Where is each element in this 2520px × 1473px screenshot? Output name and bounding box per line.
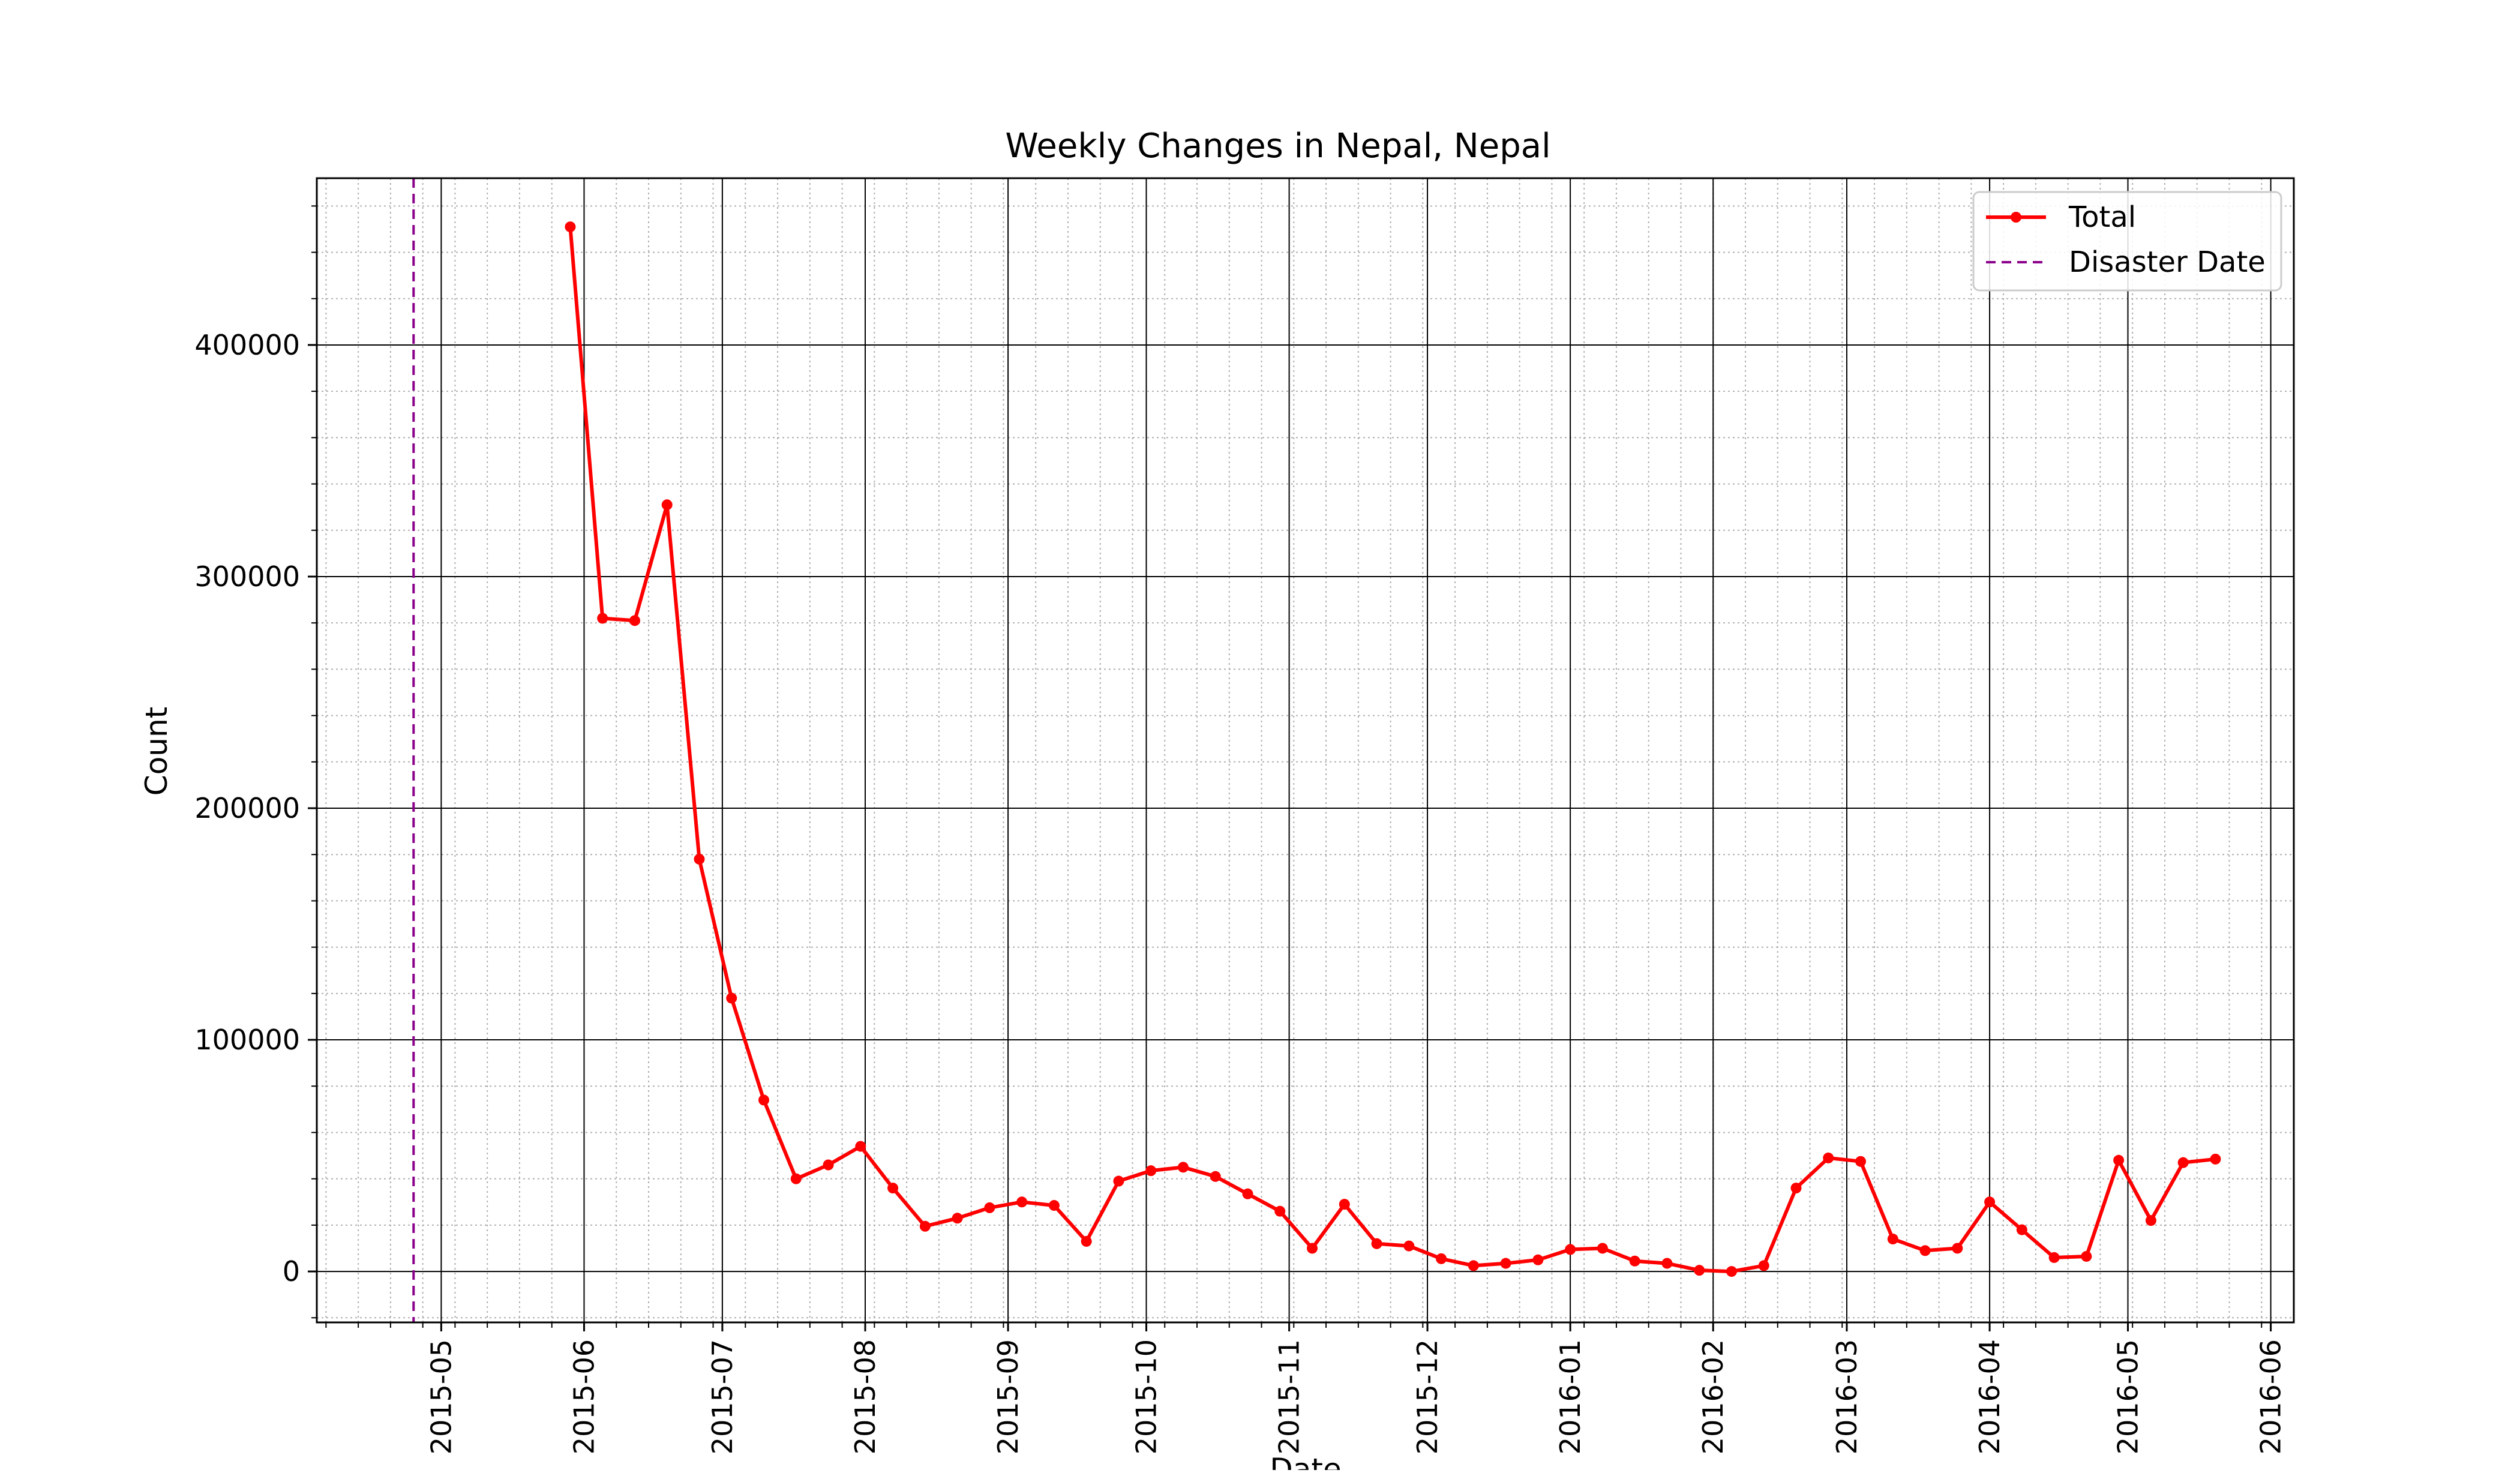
data-point (1081, 1235, 1092, 1247)
x-tick-label: 2016-01 (1554, 1339, 1586, 1454)
x-tick-label: 2016-03 (1831, 1339, 1863, 1454)
x-tick-label: 2016-05 (2111, 1339, 2144, 1454)
data-series (565, 221, 2221, 1277)
data-point (1468, 1260, 1479, 1271)
data-point (855, 1141, 866, 1152)
data-point (1919, 1245, 1931, 1256)
major-gridlines (317, 178, 2294, 1322)
data-point (661, 499, 673, 511)
data-point (1403, 1240, 1415, 1252)
data-point (1500, 1258, 1511, 1269)
data-point (2016, 1224, 2027, 1235)
data-point (694, 853, 705, 865)
data-point (2210, 1153, 2221, 1165)
data-point (758, 1094, 770, 1106)
plot-area-frame (316, 177, 2295, 1324)
data-point (1339, 1199, 1350, 1210)
data-point (1758, 1260, 1769, 1271)
y-tick-label: 300000 (194, 560, 300, 593)
legend-total-marker (2011, 212, 2021, 223)
y-tick-label: 0 (283, 1255, 300, 1288)
legend-box (1972, 191, 2282, 292)
data-point (1726, 1266, 1737, 1277)
data-point (1532, 1254, 1544, 1265)
y-axis-ticks: 0 100000 200000 300000 400000 (194, 205, 317, 1319)
data-point (1565, 1244, 1576, 1255)
data-point (790, 1173, 802, 1184)
data-point (1694, 1265, 1705, 1276)
data-point (2177, 1157, 2189, 1168)
data-point (1145, 1165, 1157, 1177)
data-point (2048, 1252, 2060, 1263)
data-point (1887, 1234, 1898, 1245)
data-point (984, 1202, 995, 1213)
data-point (2145, 1215, 2156, 1226)
x-tick-label: 2015-06 (568, 1339, 600, 1454)
data-point (1436, 1253, 1447, 1264)
x-tick-label: 2015-05 (425, 1339, 457, 1454)
y-tick-label: 200000 (194, 792, 300, 824)
data-point (1597, 1243, 1608, 1254)
data-point (1661, 1258, 1673, 1269)
data-point (1307, 1243, 1318, 1254)
data-point (1048, 1200, 1060, 1211)
y-tick-label: 100000 (194, 1024, 300, 1056)
x-tick-label: 2016-02 (1697, 1339, 1729, 1454)
x-tick-label: 2016-06 (2255, 1339, 2287, 1454)
data-point (1113, 1175, 1124, 1187)
y-tick-label: 400000 (194, 329, 300, 361)
data-point (1952, 1243, 1963, 1254)
legend: Total Disaster Date (1972, 191, 2282, 292)
data-point (565, 221, 576, 233)
chart-title: Weekly Changes in Nepal, Nepal (1005, 127, 1550, 166)
data-point (1242, 1188, 1253, 1199)
legend-disaster-label: Disaster Date (2069, 245, 2266, 279)
data-point (1855, 1156, 1867, 1167)
data-point (2113, 1154, 2125, 1166)
data-point (952, 1213, 963, 1224)
x-tick-label: 2015-10 (1130, 1339, 1163, 1454)
data-point (1210, 1171, 1221, 1182)
data-point (1984, 1196, 1996, 1208)
data-point (823, 1159, 834, 1171)
data-point (1371, 1238, 1382, 1249)
y-axis-label: Count (139, 707, 174, 796)
x-tick-label: 2015-07 (706, 1339, 739, 1454)
x-axis-ticks: 2015-05 2015-06 2015-07 2015-08 2015-09 2015-… (325, 1322, 2287, 1454)
data-point (726, 992, 737, 1004)
minor-gridlines (317, 178, 2294, 1322)
x-axis-label: Date (1270, 1452, 1342, 1470)
legend-total-label: Total (2068, 200, 2136, 234)
data-point (1790, 1183, 1802, 1194)
data-point (1177, 1162, 1189, 1173)
data-point (1016, 1196, 1028, 1208)
x-tick-label: 2015-08 (849, 1339, 881, 1454)
data-point (2081, 1250, 2092, 1262)
x-tick-label: 2015-09 (992, 1339, 1024, 1454)
x-tick-label: 2015-12 (1411, 1339, 1444, 1454)
data-point (919, 1220, 931, 1232)
data-point (1823, 1152, 1834, 1163)
data-point (887, 1183, 899, 1194)
data-point (597, 613, 608, 624)
x-tick-label: 2016-04 (1973, 1339, 2006, 1454)
data-point (1274, 1205, 1286, 1217)
x-tick-label: 2015-11 (1273, 1339, 1306, 1454)
data-point (629, 615, 640, 626)
data-point (1629, 1255, 1640, 1267)
series-line-total (568, 226, 2216, 1274)
